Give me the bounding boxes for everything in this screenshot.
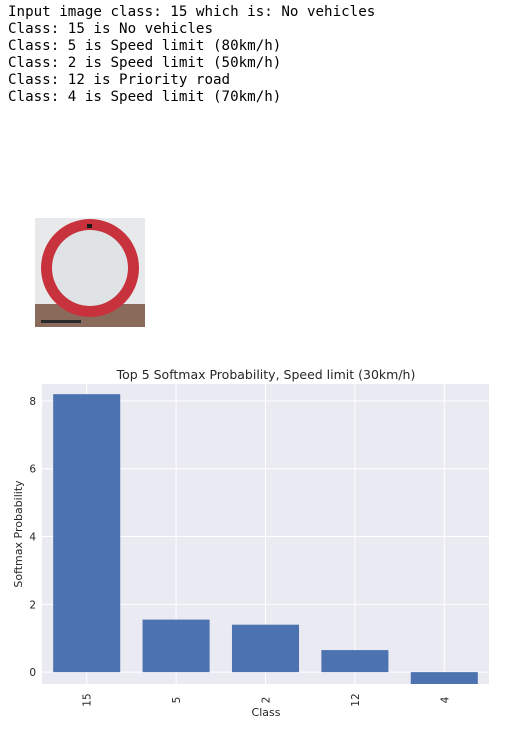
y-tick-label: 6 — [29, 464, 36, 476]
output-line: Input image class: 15 which is: No vehic… — [8, 4, 376, 20]
output-line: Class: 12 is Priority road — [8, 72, 231, 88]
output-line: Class: 15 is No vehicles — [8, 21, 213, 37]
sign-center — [52, 230, 128, 306]
y-tick-label: 4 — [29, 532, 36, 544]
chart-title: Top 5 Softmax Probability, Speed limit (… — [116, 367, 416, 382]
y-tick-labels: 0 2 4 6 8 — [29, 396, 36, 679]
image-ground-detail — [41, 320, 81, 323]
bars — [53, 394, 478, 684]
y-tick-label: 8 — [29, 396, 36, 408]
bar-class-2 — [231, 624, 300, 673]
output-line: Class: 2 is Speed limit (50km/h) — [8, 55, 282, 71]
y-axis-label: Softmax Probability — [12, 480, 25, 588]
bar-class-12 — [321, 650, 389, 673]
x-axis-label: Class — [252, 706, 281, 719]
output-line: Class: 4 is Speed limit (70km/h) — [8, 89, 282, 105]
input-image — [35, 218, 145, 327]
x-tick-labels: 15 5 2 12 4 — [82, 693, 452, 706]
x-tick-label: 2 — [261, 697, 273, 704]
softmax-bar-chart: Top 5 Softmax Probability, Speed limit (… — [12, 367, 489, 719]
bar-class-5 — [142, 619, 210, 673]
output-line: Class: 5 is Speed limit (80km/h) — [8, 38, 282, 54]
sign-mount — [87, 224, 92, 228]
y-tick-label: 2 — [29, 599, 36, 611]
x-tick-label: 5 — [171, 697, 183, 704]
bar-class-4 — [410, 672, 478, 684]
x-tick-label: 4 — [439, 696, 451, 703]
x-tick-label: 15 — [82, 693, 94, 706]
output-log: Input image class: 15 which is: No vehic… — [8, 4, 375, 106]
y-tick-label: 0 — [29, 667, 36, 679]
x-tick-label: 12 — [350, 693, 362, 706]
bar-class-15 — [53, 394, 121, 673]
no-vehicles-sign-icon — [35, 218, 145, 327]
